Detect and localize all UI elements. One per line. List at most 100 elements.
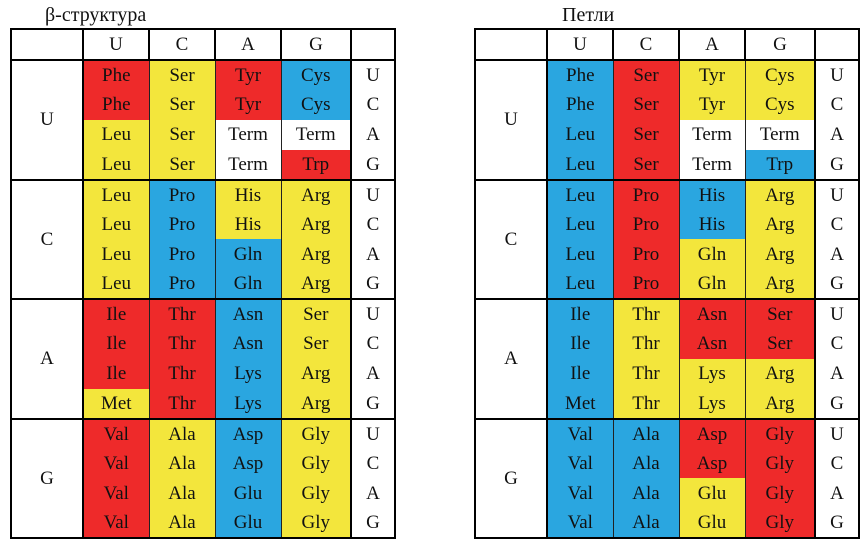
amino-acid-cell: Cys bbox=[744, 89, 816, 120]
amino-acid-cell: Term bbox=[214, 119, 282, 150]
amino-acid-cell: Arg bbox=[280, 388, 352, 420]
third-base-label: C bbox=[350, 329, 396, 359]
codon-row: U Phe Ser Tyr Cys U bbox=[474, 59, 860, 181]
second-base-header: G bbox=[744, 28, 816, 61]
amino-acid-cell: Term bbox=[678, 119, 746, 150]
third-base-label: U bbox=[350, 178, 396, 210]
codon-row: A Ile Thr Asn Ser U bbox=[10, 298, 396, 420]
amino-acid-cell: Tyr bbox=[678, 59, 746, 90]
third-base-label: U bbox=[814, 417, 860, 449]
amino-acid-cell: Gly bbox=[744, 448, 816, 479]
amino-acid-cell: Val bbox=[546, 508, 614, 540]
amino-acid-cell: Ser bbox=[280, 298, 352, 330]
amino-acid-cell: Ser bbox=[612, 149, 680, 181]
amino-acid-cell: Pro bbox=[148, 209, 216, 240]
amino-acid-cell: Ile bbox=[82, 358, 150, 389]
panel-title: β-структура bbox=[45, 4, 147, 26]
third-base-label: U bbox=[350, 59, 396, 90]
codon-row: Leu Pro Gln Arg G bbox=[475, 269, 860, 301]
first-base-label: A bbox=[10, 298, 84, 420]
first-base-label: G bbox=[10, 417, 84, 540]
amino-acid-cell: Ser bbox=[612, 119, 680, 150]
codon-row: U Phe Ser Tyr Cys U bbox=[10, 59, 396, 181]
amino-acid-cell: Arg bbox=[280, 358, 352, 389]
amino-acid-cell: Lys bbox=[214, 388, 282, 420]
first-base-label: U bbox=[10, 59, 84, 181]
third-base-label: U bbox=[814, 298, 860, 330]
third-base-label: C bbox=[350, 448, 396, 479]
third-base-label: A bbox=[350, 119, 396, 150]
amino-acid-cell: Ala bbox=[612, 478, 680, 509]
first-base-label: G bbox=[474, 417, 548, 540]
third-base-label: U bbox=[814, 59, 860, 90]
amino-acid-cell: His bbox=[678, 209, 746, 240]
amino-acid-cell: Term bbox=[678, 149, 746, 181]
amino-acid-cell: Leu bbox=[82, 269, 150, 301]
third-base-label: G bbox=[350, 269, 396, 301]
third-base-label: A bbox=[814, 358, 860, 389]
amino-acid-cell: His bbox=[214, 178, 282, 210]
first-base-label: U bbox=[474, 59, 548, 181]
beta-structure-panel: β-структура U C A G U Phe Ser Tyr Cys U Phe Ser Tyr C… bbox=[10, 0, 400, 543]
amino-acid-cell: Val bbox=[546, 448, 614, 479]
amino-acid-cell: Ile bbox=[546, 358, 614, 389]
codon-row: Ile Thr Lys Arg A bbox=[475, 358, 860, 389]
codon-table: U C A G U Phe Ser Tyr Cys U Phe Ser Tyr Cys C Leu Ser Ter… bbox=[10, 28, 396, 540]
amino-acid-cell: Met bbox=[82, 388, 150, 420]
amino-acid-cell: Gly bbox=[280, 448, 352, 479]
codon-row: Val Ala Glu Gly G bbox=[11, 508, 396, 540]
second-base-header: C bbox=[612, 28, 680, 61]
amino-acid-cell: Cys bbox=[280, 59, 352, 90]
amino-acid-cell: Gln bbox=[214, 239, 282, 270]
amino-acid-cell: Thr bbox=[612, 388, 680, 420]
amino-acid-cell: Leu bbox=[546, 209, 614, 240]
second-base-header: U bbox=[546, 28, 614, 61]
amino-acid-cell: Gly bbox=[280, 508, 352, 540]
codon-row: C Leu Pro His Arg U bbox=[474, 178, 860, 301]
amino-acid-cell: Lys bbox=[678, 358, 746, 389]
third-base-label: U bbox=[350, 417, 396, 449]
corner-cell bbox=[814, 28, 860, 61]
third-base-label: U bbox=[350, 298, 396, 330]
third-base-label: G bbox=[350, 149, 396, 181]
third-base-label: C bbox=[350, 209, 396, 240]
third-base-label: C bbox=[350, 89, 396, 120]
amino-acid-cell: Glu bbox=[678, 508, 746, 540]
amino-acid-cell: Leu bbox=[546, 149, 614, 181]
amino-acid-cell: Phe bbox=[546, 59, 614, 90]
amino-acid-cell: Ser bbox=[280, 329, 352, 359]
amino-acid-cell: His bbox=[214, 209, 282, 240]
amino-acid-cell: Gly bbox=[744, 417, 816, 449]
amino-acid-cell: Pro bbox=[612, 178, 680, 210]
codon-row: Met Thr Lys Arg G bbox=[475, 388, 860, 420]
third-base-label: A bbox=[350, 358, 396, 389]
amino-acid-cell: Thr bbox=[612, 298, 680, 330]
third-base-label: A bbox=[814, 478, 860, 509]
amino-acid-cell: Term bbox=[280, 119, 352, 150]
codon-row: A Ile Thr Asn Ser U bbox=[474, 298, 860, 420]
amino-acid-cell: Ser bbox=[148, 119, 216, 150]
first-base-label: A bbox=[474, 298, 548, 420]
amino-acid-cell: Ser bbox=[148, 149, 216, 181]
amino-acid-cell: Arg bbox=[744, 178, 816, 210]
amino-acid-cell: Ser bbox=[148, 89, 216, 120]
amino-acid-cell: Asp bbox=[678, 448, 746, 479]
amino-acid-cell: Glu bbox=[214, 478, 282, 509]
amino-acid-cell: Pro bbox=[612, 239, 680, 270]
amino-acid-cell: Ile bbox=[546, 298, 614, 330]
codon-row: Leu Ser Term Trp G bbox=[11, 149, 396, 181]
amino-acid-cell: Pro bbox=[148, 239, 216, 270]
third-base-label: C bbox=[814, 89, 860, 120]
codon-row: Ile Thr Asn Ser C bbox=[475, 329, 860, 359]
corner-cell bbox=[10, 28, 84, 61]
amino-acid-cell: Arg bbox=[744, 269, 816, 301]
amino-acid-cell: Thr bbox=[612, 358, 680, 389]
amino-acid-cell: Term bbox=[214, 149, 282, 181]
codon-row: Val Ala Asp Gly C bbox=[475, 448, 860, 479]
first-base-label: C bbox=[10, 178, 84, 301]
amino-acid-cell: Arg bbox=[280, 209, 352, 240]
amino-acid-cell: Ala bbox=[148, 417, 216, 449]
loops-panel: Петли U C A G U Phe Ser Tyr Cys U Phe Ser Tyr Cys C Leu… bbox=[474, 0, 864, 543]
amino-acid-cell: Cys bbox=[280, 89, 352, 120]
